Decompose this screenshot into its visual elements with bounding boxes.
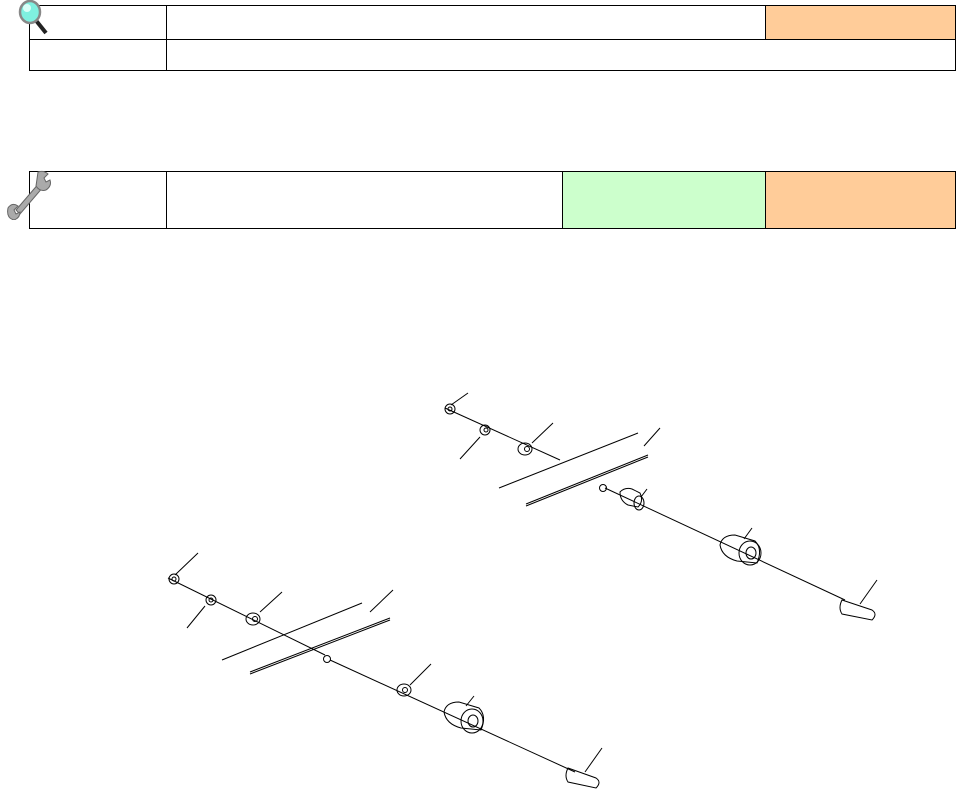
wrench-icon [7, 170, 51, 220]
table-cell [166, 39, 956, 71]
assembly-lower [167, 552, 603, 789]
tool-table [29, 171, 956, 229]
assembly-upper [444, 392, 878, 621]
inspection-table [29, 5, 956, 71]
table-row [29, 171, 956, 229]
table-cell-green [562, 171, 766, 229]
table-cell-orange [765, 171, 956, 229]
table-row [29, 39, 956, 71]
magnifier-icon [18, 0, 48, 35]
table-cell [29, 171, 167, 229]
table-cell [166, 171, 563, 229]
